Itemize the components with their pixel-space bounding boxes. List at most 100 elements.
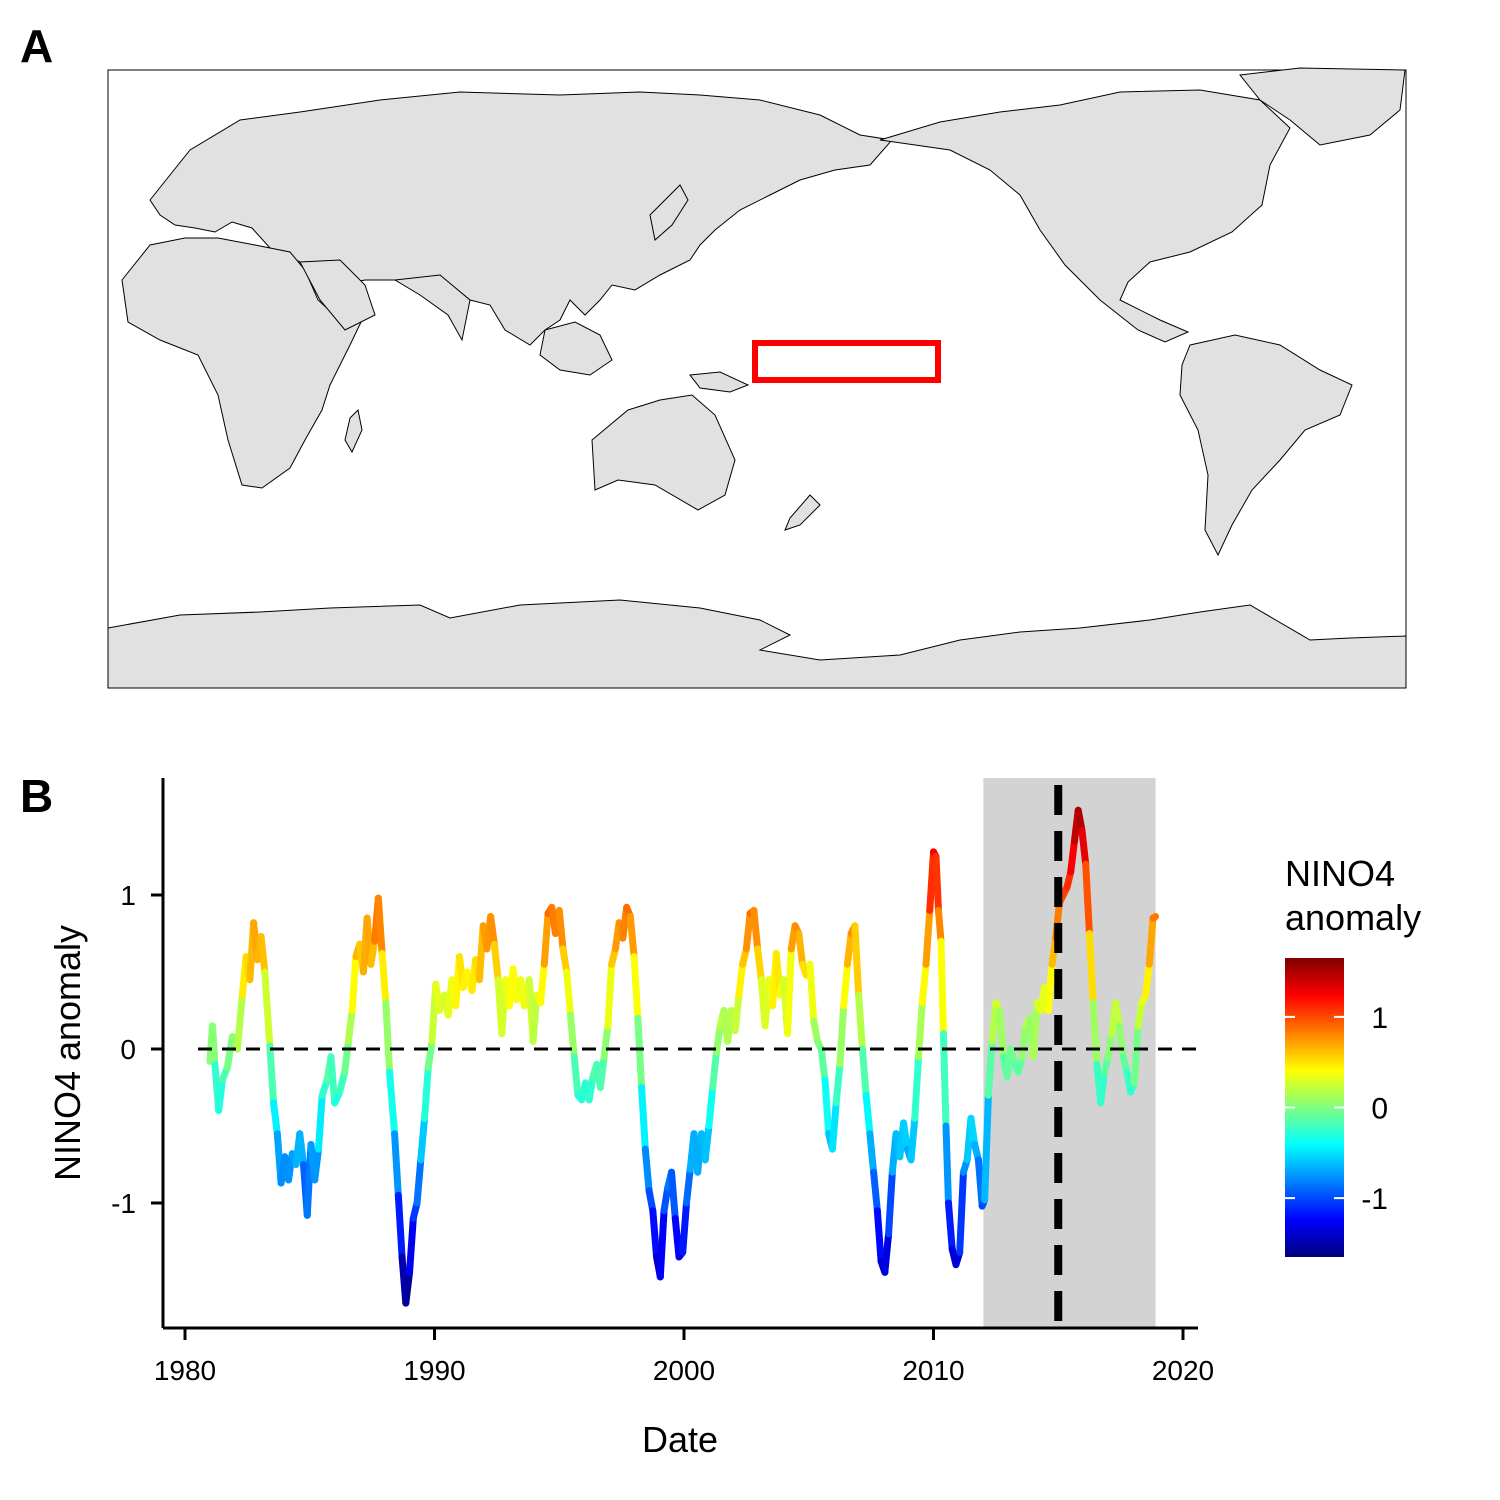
series-segment — [563, 968, 574, 1019]
series-segment — [911, 1053, 923, 1122]
series-segment — [843, 930, 855, 968]
series-segment — [967, 1114, 979, 1148]
series-segment — [750, 906, 762, 953]
series-segment — [956, 1168, 967, 1256]
series-segment — [600, 1022, 612, 1061]
series-segment — [311, 1145, 322, 1184]
series-segment — [341, 1037, 352, 1076]
x-tick-label: 2020 — [1152, 1355, 1214, 1386]
series-segment — [1112, 999, 1123, 1030]
series-segment — [540, 909, 552, 968]
series-segment — [348, 953, 360, 1014]
series-segment — [327, 1053, 339, 1107]
series-segment — [386, 1068, 399, 1138]
series-segment — [907, 1114, 919, 1164]
landmass-greenland — [1239, 67, 1406, 146]
series-segment — [934, 906, 945, 945]
series-segment — [391, 1130, 402, 1199]
series-segment — [257, 933, 269, 976]
series-segment — [413, 1156, 425, 1207]
series-segment — [208, 1022, 219, 1068]
series-segment — [731, 991, 743, 1035]
series-segment — [784, 945, 795, 1038]
series-segment — [402, 1268, 414, 1307]
series-segment — [630, 953, 642, 1022]
series-segment — [1044, 960, 1056, 1014]
series-segment — [378, 950, 390, 1007]
series-segment — [487, 913, 498, 948]
series-segment — [570, 1053, 582, 1099]
series-segment — [855, 991, 866, 1053]
world-map — [107, 67, 1407, 689]
series-segment — [1067, 837, 1078, 876]
series-segment — [742, 909, 754, 953]
series-segment — [832, 1060, 844, 1107]
legend-title-line-1: NINO4 — [1285, 853, 1395, 894]
series-segment — [367, 937, 379, 968]
series-segment — [1130, 1022, 1142, 1087]
series-segment — [668, 1168, 679, 1222]
landmass-africa — [121, 237, 363, 489]
series-segment — [660, 1184, 672, 1215]
colorbar-tick-label: 1 — [1371, 1002, 1388, 1035]
series-segment — [944, 1199, 956, 1253]
series-segment — [866, 1130, 878, 1176]
series-segment — [918, 960, 930, 1007]
series-segment — [1104, 1030, 1116, 1061]
series-segment — [424, 1037, 436, 1071]
series-segment — [671, 1214, 683, 1261]
landmass-australia — [591, 394, 736, 511]
chart-plot-area — [198, 778, 1198, 1328]
series-segment — [900, 1119, 911, 1153]
landmass-south-america — [1179, 334, 1353, 557]
landmass-madagascar — [344, 408, 363, 454]
series-segment — [1089, 999, 1101, 1068]
series-segment — [1078, 826, 1090, 868]
series-segment — [555, 906, 567, 953]
y-axis: -1 0 1 — [111, 778, 165, 1328]
series-segment — [314, 1091, 326, 1153]
series-segment — [585, 1073, 597, 1104]
landmass-india — [393, 274, 471, 342]
panel-a: A — [20, 20, 1407, 689]
landmass-antarctica — [107, 599, 1407, 689]
series-segment — [858, 1045, 870, 1099]
landmass-southeast-asia — [539, 321, 613, 376]
series-segment — [296, 1130, 308, 1168]
series-segment — [1029, 999, 1041, 1061]
series-segment — [873, 1207, 885, 1266]
series-segment — [754, 945, 765, 984]
series-segment — [881, 1230, 893, 1276]
series-segment — [626, 913, 638, 961]
series-segment — [817, 1045, 829, 1084]
series-segment — [712, 1022, 724, 1056]
x-tick-label: 1990 — [403, 1355, 465, 1386]
series-segment — [705, 1084, 717, 1130]
series-segment — [1085, 930, 1097, 1007]
series-segment — [821, 1076, 833, 1138]
series-segment — [836, 1002, 848, 1068]
series-segment — [1149, 913, 1160, 922]
y-tick-label: -1 — [111, 1188, 136, 1219]
landmass-north-america — [879, 89, 1291, 343]
landmasses — [107, 67, 1407, 689]
series-segment — [682, 1165, 694, 1207]
series-segment — [870, 1168, 881, 1215]
series-segment — [939, 1030, 950, 1130]
landmass-new-zealand — [784, 494, 821, 531]
series-segment — [1134, 999, 1146, 1030]
series-segment — [261, 968, 274, 1050]
series-segment — [701, 1122, 713, 1164]
series-segment — [942, 1122, 952, 1207]
series-segment — [806, 960, 818, 1025]
series-segment — [270, 1099, 281, 1138]
color-legend: NINO4 anomaly -1 0 1 — [1285, 853, 1421, 1257]
series-segment — [1142, 960, 1153, 999]
x-tick-label: 1980 — [154, 1355, 216, 1386]
series-segment — [679, 1199, 690, 1256]
landmass-arabia — [299, 259, 376, 331]
y-tick-label: 1 — [120, 880, 136, 911]
series-segment — [596, 1053, 608, 1091]
series-segment — [490, 940, 502, 984]
series-segment — [529, 991, 541, 1045]
